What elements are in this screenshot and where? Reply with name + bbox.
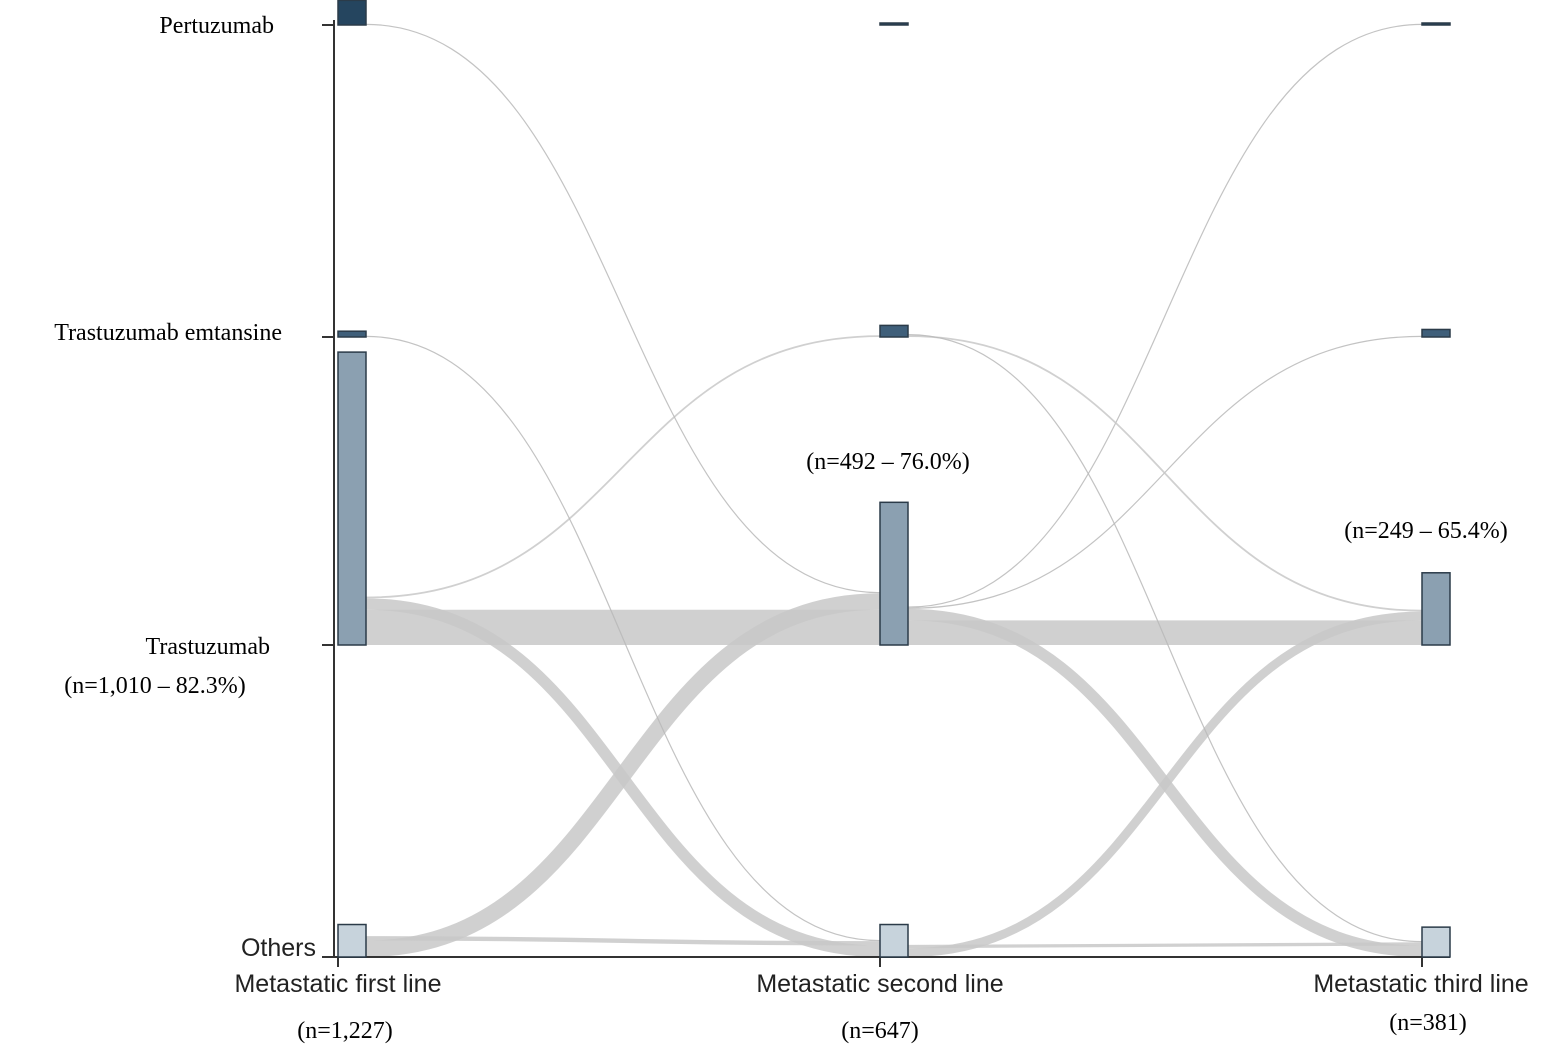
stage-label-first-line: Metastatic first line	[234, 970, 441, 998]
stage-n-first-line: (n=1,227)	[297, 1018, 393, 1044]
flow-others-to-others-stage2	[907, 942, 1423, 949]
flow-trastuzumab-to-pertuzumab-stage2	[907, 23, 1423, 608]
node-stage2-others	[879, 923, 909, 958]
flow-trastuzumab-emtansine-to-others-stage2	[907, 334, 1423, 943]
axis-layer	[322, 20, 1450, 967]
flow-others-to-others-stage1	[365, 936, 881, 946]
flow-others-to-trastuzumab-stage1	[365, 593, 881, 957]
nodes-layer	[337, 0, 1451, 958]
node-stage2-pertuzumab	[879, 22, 909, 26]
callout-third-line-trastuzumab: (n=249 – 65.4%)	[1344, 518, 1508, 544]
flow-trastuzumab-emtansine-to-others-stage1	[365, 335, 881, 942]
stage-n-second-line: (n=647)	[841, 1018, 919, 1044]
node-stage3-trastuzumab-emtansine	[1421, 328, 1451, 338]
node-stage1-trastuzumab	[337, 351, 367, 646]
treatment-label-others: Others	[241, 934, 316, 962]
treatment-label-trastuzumab: Trastuzumab	[146, 634, 270, 660]
node-stage3-pertuzumab	[1421, 22, 1451, 26]
flow-pertuzumab-to-trastuzumab-stage1	[365, 23, 881, 594]
flow-trastuzumab-emtansine-to-trastuzumab-stage2	[907, 335, 1423, 612]
treatment-label-pertuzumab: Pertuzumab	[159, 13, 274, 39]
node-stage1-trastuzumab-emtansine	[337, 330, 367, 338]
stage-n-third-line: (n=381)	[1389, 1010, 1467, 1036]
node-stage1-others	[337, 923, 367, 958]
callout-first-line-trastuzumab: (n=1,010 – 82.3%)	[64, 673, 246, 699]
node-stage2-trastuzumab-emtansine	[879, 324, 909, 338]
node-stage3-trastuzumab	[1421, 572, 1451, 646]
stage-label-third-line: Metastatic third line	[1313, 970, 1528, 998]
node-stage3-others	[1421, 926, 1451, 958]
stage-label-second-line: Metastatic second line	[756, 970, 1003, 998]
node-stage2-trastuzumab	[879, 501, 909, 646]
treatment-label-trastuzumab-emtansine: Trastuzumab emtansine	[54, 320, 282, 346]
flows-layer	[365, 23, 1423, 957]
node-stage1-pertuzumab	[337, 0, 367, 26]
flow-others-to-trastuzumab-stage2	[907, 611, 1423, 957]
flow-trastuzumab-to-trastuzumab-emtansine-stage1	[365, 335, 881, 599]
callout-second-line-trastuzumab: (n=492 – 76.0%)	[806, 449, 970, 475]
